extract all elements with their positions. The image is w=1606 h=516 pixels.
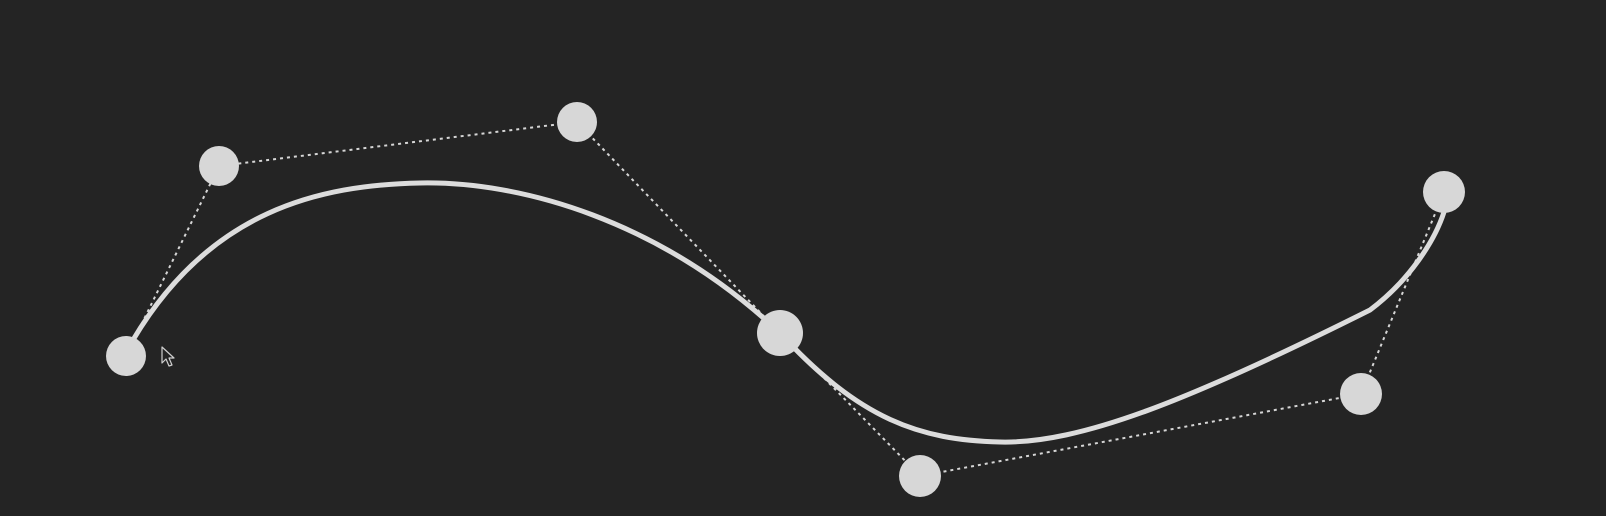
anchor-point-middle[interactable]	[757, 310, 803, 356]
control-handle-3[interactable]	[899, 455, 941, 497]
guide-line-segment-2	[779, 191, 1445, 478]
guide-line-segment-1	[125, 120, 781, 357]
anchor-point-start[interactable]	[106, 336, 146, 376]
control-handle-2[interactable]	[557, 102, 597, 142]
arrow-pointer-icon	[161, 346, 175, 367]
control-handle-4[interactable]	[1340, 373, 1382, 415]
control-polygon	[125, 120, 1445, 478]
anchor-point-end[interactable]	[1423, 171, 1465, 213]
control-handle-1[interactable]	[199, 146, 239, 186]
bezier-curve[interactable]	[130, 180, 1447, 445]
handles	[106, 102, 1465, 497]
